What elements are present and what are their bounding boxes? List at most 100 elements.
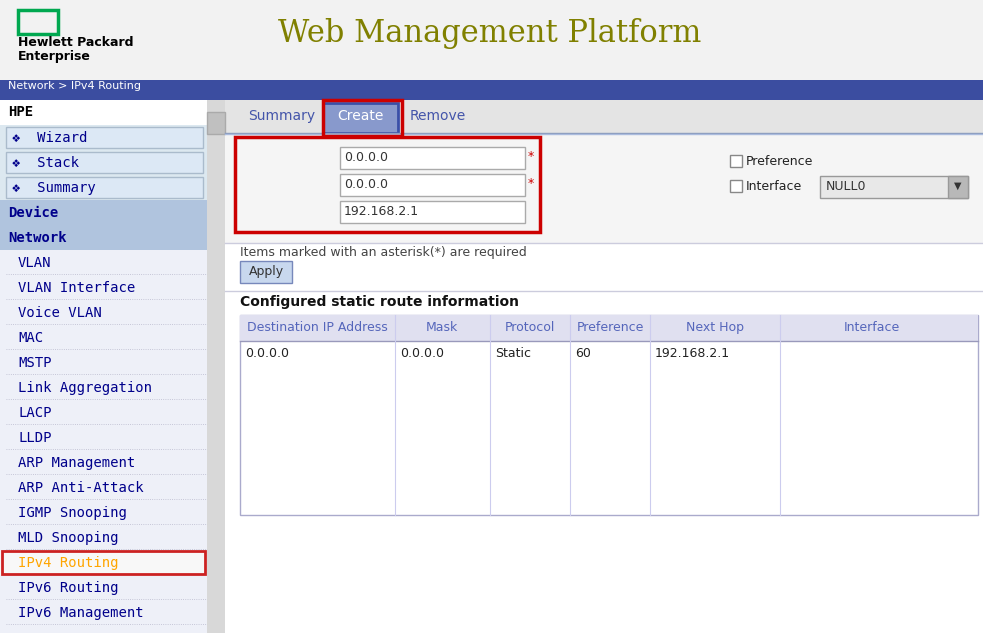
- Text: Create: Create: [337, 109, 383, 123]
- Bar: [6, 127, 203, 148]
- Text: ❖  Wizard: ❖ Wizard: [12, 131, 87, 145]
- Text: ❖  Summary: ❖ Summary: [12, 181, 95, 195]
- Text: ARP Anti-Attack: ARP Anti-Attack: [18, 481, 144, 495]
- Text: Mask: Mask: [243, 177, 275, 190]
- Text: Destination IP
Address: Destination IP Address: [243, 150, 330, 178]
- Text: Next Hop: Next Hop: [686, 321, 744, 334]
- Text: 0.0.0.0: 0.0.0.0: [245, 347, 289, 360]
- Bar: [0, 150, 207, 175]
- Text: 0.0.0.0: 0.0.0.0: [344, 178, 388, 191]
- Bar: [240, 261, 292, 283]
- Text: IPv6 Routing: IPv6 Routing: [18, 581, 119, 595]
- Text: 0.0.0.0: 0.0.0.0: [400, 347, 444, 360]
- Text: Link Aggregation: Link Aggregation: [18, 381, 152, 395]
- Bar: [225, 100, 983, 133]
- Bar: [340, 147, 525, 169]
- Bar: [240, 315, 978, 515]
- Text: LACP: LACP: [18, 406, 51, 420]
- Text: Network: Network: [8, 231, 67, 245]
- Bar: [0, 225, 207, 250]
- Bar: [18, 10, 58, 34]
- Bar: [0, 0, 983, 80]
- Text: 192.168.2.1: 192.168.2.1: [655, 347, 730, 360]
- Text: Summary: Summary: [249, 109, 316, 123]
- Text: *: *: [528, 177, 534, 190]
- Text: ▼: ▼: [954, 181, 961, 191]
- Text: Interface: Interface: [843, 321, 900, 334]
- Text: Mask: Mask: [426, 321, 458, 334]
- Bar: [0, 100, 207, 125]
- Bar: [340, 201, 525, 223]
- Text: Voice VLAN: Voice VLAN: [18, 306, 102, 320]
- Bar: [323, 103, 398, 133]
- Text: Destination IP Address: Destination IP Address: [247, 321, 387, 334]
- Bar: [0, 100, 225, 633]
- Text: *: *: [528, 150, 534, 163]
- Bar: [948, 176, 968, 198]
- Bar: [0, 125, 207, 150]
- Text: Preference: Preference: [576, 321, 644, 334]
- Bar: [6, 152, 203, 173]
- Text: Enterprise: Enterprise: [18, 50, 90, 63]
- Text: Interface: Interface: [746, 180, 802, 193]
- Bar: [0, 575, 207, 600]
- Text: IPv4 Routing: IPv4 Routing: [18, 556, 119, 570]
- Text: Hewlett Packard: Hewlett Packard: [18, 36, 134, 49]
- Text: MAC: MAC: [18, 331, 43, 345]
- Bar: [0, 400, 207, 425]
- Text: IPv6 Management: IPv6 Management: [18, 606, 144, 620]
- Bar: [225, 100, 983, 633]
- Bar: [0, 500, 207, 525]
- Text: Static: Static: [495, 347, 531, 360]
- Bar: [0, 375, 207, 400]
- Bar: [6, 177, 203, 198]
- Bar: [245, 103, 320, 133]
- Text: 60: 60: [575, 347, 591, 360]
- Bar: [235, 137, 540, 232]
- Bar: [0, 450, 207, 475]
- Bar: [0, 275, 207, 300]
- Text: 192.168.2.1: 192.168.2.1: [344, 205, 419, 218]
- Bar: [207, 112, 225, 134]
- Text: Apply: Apply: [249, 265, 283, 278]
- Bar: [0, 550, 207, 575]
- Bar: [0, 350, 207, 375]
- Text: VLAN: VLAN: [18, 256, 51, 270]
- Bar: [0, 80, 983, 100]
- Bar: [240, 315, 978, 341]
- Bar: [0, 425, 207, 450]
- Bar: [225, 133, 983, 243]
- Bar: [730, 180, 742, 192]
- Text: MSTP: MSTP: [18, 356, 51, 370]
- Bar: [0, 250, 207, 275]
- Text: MLD Snooping: MLD Snooping: [18, 531, 119, 545]
- Bar: [401, 103, 476, 133]
- Text: VLAN Interface: VLAN Interface: [18, 281, 136, 295]
- Bar: [0, 475, 207, 500]
- Bar: [0, 200, 207, 225]
- Bar: [207, 100, 225, 633]
- Text: IGMP Snooping: IGMP Snooping: [18, 506, 127, 520]
- Text: Preference: Preference: [746, 155, 813, 168]
- Text: LLDP: LLDP: [18, 431, 51, 445]
- Text: Network > IPv4 Routing: Network > IPv4 Routing: [8, 81, 141, 91]
- Bar: [0, 175, 207, 200]
- Bar: [0, 525, 207, 550]
- Text: Web Management Platform: Web Management Platform: [278, 18, 702, 49]
- Text: NULL0: NULL0: [826, 180, 866, 193]
- Bar: [0, 300, 207, 325]
- Text: 0.0.0.0: 0.0.0.0: [344, 151, 388, 164]
- Text: HPE: HPE: [8, 105, 33, 119]
- Bar: [820, 176, 968, 198]
- Bar: [340, 174, 525, 196]
- Text: Next Hop: Next Hop: [243, 204, 301, 217]
- Bar: [730, 155, 742, 167]
- Text: Configured static route information: Configured static route information: [240, 295, 519, 309]
- Text: Device: Device: [8, 206, 58, 220]
- Bar: [2, 551, 205, 574]
- Bar: [0, 600, 207, 625]
- Text: Protocol: Protocol: [505, 321, 555, 334]
- Text: ARP Management: ARP Management: [18, 456, 136, 470]
- Text: Remove: Remove: [410, 109, 466, 123]
- Text: ❖  Stack: ❖ Stack: [12, 156, 79, 170]
